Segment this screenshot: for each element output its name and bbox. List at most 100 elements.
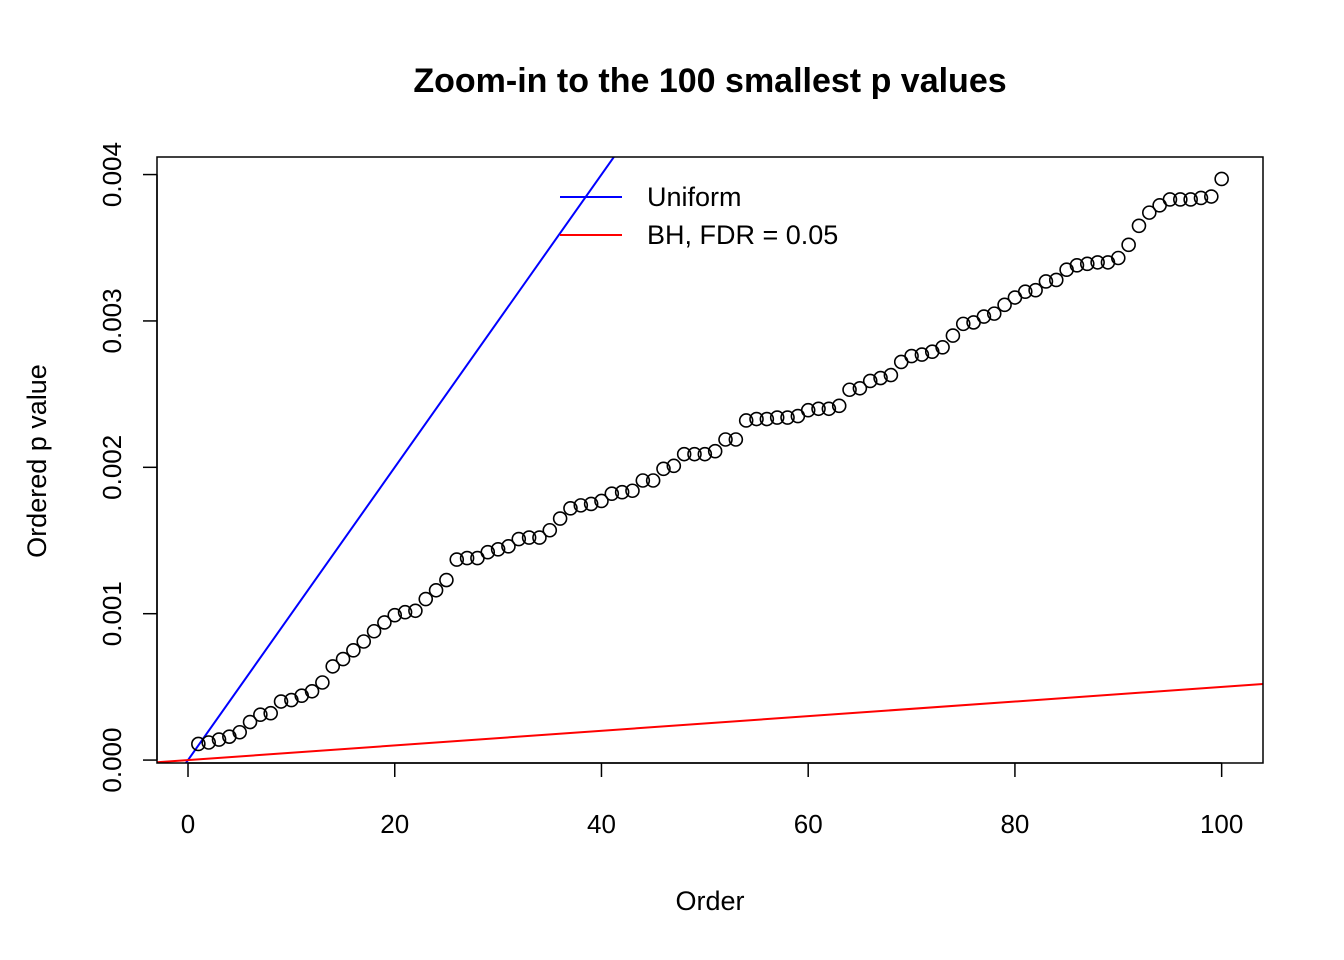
data-point: [511, 531, 527, 547]
data-point: [490, 541, 506, 557]
data-point: [315, 675, 330, 690]
data-point: [1017, 284, 1033, 299]
data-point: [1204, 189, 1219, 204]
data-points: [191, 171, 1229, 752]
data-point: [604, 486, 620, 501]
y-axis-label: Ordered p value: [22, 364, 52, 558]
x-tick-label: 20: [380, 809, 409, 839]
data-point: [232, 724, 247, 740]
legend-label: BH, FDR = 0.05: [647, 220, 838, 250]
data-point: [1214, 171, 1229, 187]
data-point: [366, 623, 382, 639]
data-point: [1038, 274, 1054, 289]
data-point: [1028, 282, 1043, 298]
data-point: [1090, 255, 1105, 270]
data-point: [201, 735, 216, 750]
data-point: [273, 694, 289, 709]
x-tick-label: 60: [794, 809, 823, 839]
data-point: [1069, 258, 1085, 273]
data-point: [914, 347, 930, 362]
data-point: [614, 484, 630, 500]
y-tick-label: 0.001: [97, 581, 127, 646]
data-point: [387, 607, 403, 623]
data-point: [904, 348, 919, 364]
data-point: [645, 473, 661, 488]
reference-line-2: [157, 682, 1263, 763]
data-point: [356, 634, 372, 649]
data-point: [1193, 190, 1209, 206]
data-point: [583, 496, 599, 512]
data-point: [408, 603, 423, 619]
data-point: [697, 446, 713, 462]
data-point: [1079, 256, 1095, 272]
data-point: [377, 615, 392, 630]
data-point: [542, 522, 558, 538]
data-point: [325, 659, 341, 674]
y-tick-label: 0.004: [97, 142, 127, 207]
data-point: [459, 550, 475, 566]
data-point: [418, 591, 434, 607]
data-point: [707, 443, 723, 459]
data-point: [666, 458, 682, 474]
data-point: [253, 707, 268, 722]
plot-frame: [156, 156, 1264, 764]
data-point: [532, 530, 547, 545]
data-point: [873, 370, 888, 386]
x-tick-label: 40: [587, 809, 616, 839]
data-point: [831, 398, 847, 414]
data-point: [211, 732, 227, 747]
data-point: [1183, 192, 1198, 207]
data-point: [811, 401, 826, 417]
x-tick-label: 80: [1000, 809, 1029, 839]
data-point: [769, 410, 785, 425]
y-tick-label: 0.003: [97, 288, 127, 353]
data-point: [935, 339, 950, 355]
y-axis: 0.000 0.001 0.002 0.003 0.004: [97, 142, 158, 793]
data-point: [1121, 237, 1136, 253]
data-point: [821, 401, 837, 417]
data-point: [1173, 192, 1188, 207]
data-point: [1048, 272, 1064, 288]
data-point: [552, 511, 568, 526]
data-point: [573, 498, 589, 513]
data-point: [676, 446, 692, 462]
y-tick-label: 0.002: [97, 435, 127, 500]
legend-label: Uniform: [647, 182, 742, 212]
data-point: [594, 493, 609, 509]
y-tick-label: 0.000: [97, 728, 127, 793]
data-point: [759, 411, 775, 427]
data-point: [521, 530, 537, 545]
legend: Uniform BH, FDR = 0.05: [560, 182, 838, 250]
reference-line-1: [184, 157, 616, 763]
data-point: [335, 651, 351, 667]
data-point: [842, 382, 857, 398]
x-tick-label: 0: [181, 809, 195, 839]
data-point: [1162, 192, 1178, 207]
data-point: [625, 483, 640, 499]
data-point: [800, 402, 816, 418]
data-point: [862, 373, 878, 389]
data-point: [718, 432, 733, 447]
data-point: [883, 367, 899, 383]
data-point: [728, 432, 744, 447]
data-point: [997, 297, 1012, 313]
x-axis: 0 20 40 60 80 100: [181, 762, 1243, 839]
x-tick-label: 100: [1200, 809, 1243, 839]
data-point: [749, 411, 764, 427]
data-point: [242, 714, 258, 730]
data-point: [976, 309, 992, 324]
data-point: [428, 582, 444, 598]
data-point: [687, 446, 702, 462]
data-point: [397, 604, 413, 620]
reference-lines: [157, 157, 1263, 763]
x-axis-label: Order: [675, 886, 744, 916]
data-point: [986, 306, 1002, 321]
data-point: [304, 683, 320, 699]
data-point: [780, 410, 795, 425]
data-point: [563, 501, 578, 516]
data-point: [635, 473, 651, 488]
data-point: [449, 552, 465, 567]
data-point: [1141, 205, 1157, 220]
data-point: [480, 544, 496, 560]
